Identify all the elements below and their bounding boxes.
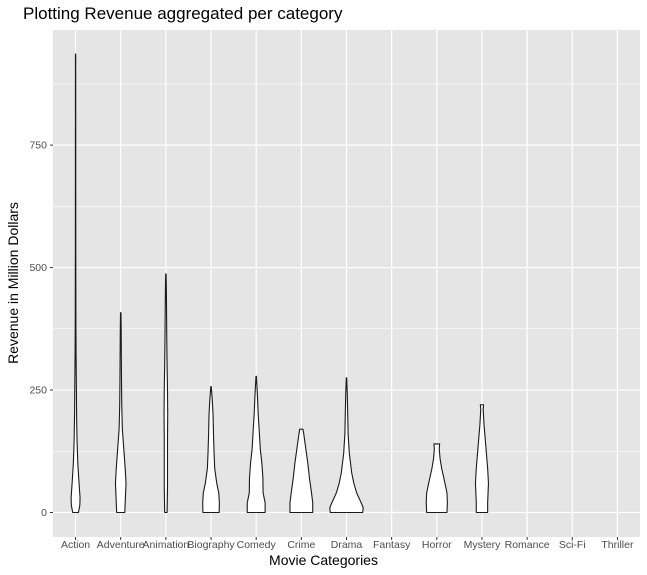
chart-title: Plotting Revenue aggregated per category bbox=[23, 4, 343, 23]
violin-adventure bbox=[114, 312, 127, 514]
x-tick-label: Romance bbox=[505, 539, 550, 551]
violins bbox=[70, 53, 490, 514]
x-tick-label: Thriller bbox=[601, 539, 634, 551]
violin-mystery bbox=[474, 404, 490, 514]
violin-biography bbox=[202, 386, 220, 514]
y-tick-label: 750 bbox=[29, 140, 47, 152]
violin-comedy bbox=[246, 375, 266, 514]
x-tick-label: Drama bbox=[331, 539, 363, 551]
x-tick-label: Animation bbox=[143, 539, 190, 551]
violin-horror bbox=[425, 443, 448, 514]
y-tick-label: 500 bbox=[29, 262, 47, 274]
violin-crime bbox=[289, 428, 314, 514]
plot-panel bbox=[53, 30, 640, 537]
x-tick-label: Adventure bbox=[97, 539, 145, 551]
x-tick-label: Fantasy bbox=[373, 539, 411, 551]
violin-drama bbox=[329, 377, 364, 514]
violin-action bbox=[70, 53, 81, 514]
y-tick-label: 250 bbox=[29, 385, 47, 397]
x-tick-label: Crime bbox=[287, 539, 315, 551]
x-tick-label: Horror bbox=[422, 539, 452, 551]
y-axis-label: Revenue in Million Dollars bbox=[5, 202, 21, 364]
x-tick-label: Biography bbox=[187, 539, 235, 551]
x-axis-label: Movie Categories bbox=[269, 552, 378, 568]
x-tick-label: Comedy bbox=[237, 539, 277, 551]
violin-animation bbox=[163, 273, 169, 514]
x-tick-label: Mystery bbox=[464, 539, 502, 551]
y-tick-label: 0 bbox=[41, 507, 47, 519]
axes: 0 250 500 750 Action AdventureAnimationBiogra… bbox=[29, 140, 633, 551]
x-tick-label: Action bbox=[61, 539, 90, 551]
x-tick-label: Sci-Fi bbox=[559, 539, 586, 551]
